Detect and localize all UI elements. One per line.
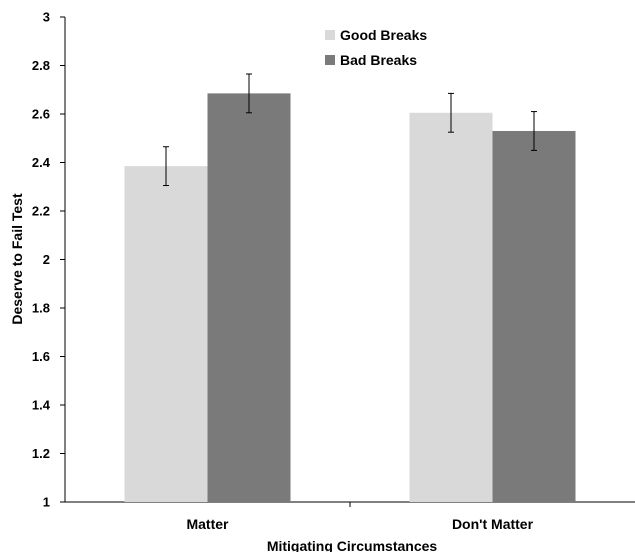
error-bars bbox=[163, 73, 537, 187]
legend-label: Good Breaks bbox=[340, 27, 427, 43]
y-tick-label: 1.2 bbox=[32, 446, 50, 461]
x-axis-title: Mitigating Circumstances bbox=[267, 538, 438, 552]
y-tick-label: 3 bbox=[43, 10, 50, 25]
y-tick-label: 1.8 bbox=[32, 301, 50, 316]
bar-bad-breaks bbox=[207, 93, 291, 502]
y-tick-label: 2.2 bbox=[32, 204, 50, 219]
y-tick-label: 2.8 bbox=[32, 58, 50, 73]
y-axis: 1 1.2 1.4 1.6 1.8 2 2.2 2.4 2.6 2.8 3 bbox=[32, 10, 66, 510]
bar-good-breaks bbox=[124, 166, 208, 502]
bar-bad-breaks bbox=[492, 130, 576, 502]
legend-swatch bbox=[325, 30, 335, 40]
y-tick-label: 1.6 bbox=[32, 349, 50, 364]
y-tick-label: 2.4 bbox=[32, 155, 51, 170]
legend-swatch bbox=[325, 55, 335, 65]
bar-good-breaks bbox=[409, 112, 493, 502]
y-tick-label: 2.6 bbox=[32, 107, 50, 122]
x-category-label: Matter bbox=[186, 516, 229, 532]
y-tick-label: 1.4 bbox=[32, 398, 51, 413]
x-category-label: Don't Matter bbox=[452, 516, 534, 532]
y-tick-label: 2 bbox=[43, 252, 50, 267]
legend: Good Breaks Bad Breaks bbox=[325, 27, 427, 68]
legend-label: Bad Breaks bbox=[340, 52, 417, 68]
x-axis: Matter Don't Matter bbox=[65, 501, 635, 532]
bars bbox=[124, 93, 576, 502]
y-axis-title: Deserve to Fail Test bbox=[9, 193, 25, 325]
y-tick-label: 1 bbox=[43, 495, 50, 510]
